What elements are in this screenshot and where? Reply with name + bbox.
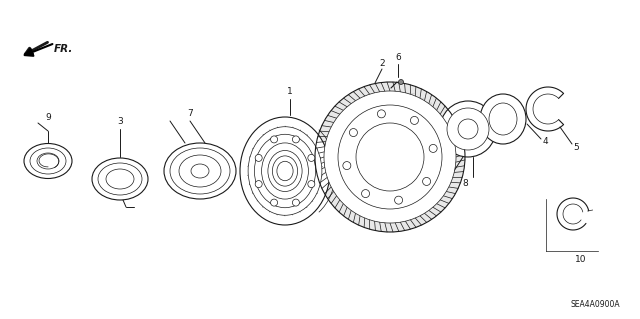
Circle shape [422, 177, 431, 185]
Circle shape [395, 196, 403, 204]
Circle shape [410, 116, 419, 124]
Ellipse shape [262, 143, 308, 199]
Text: 8: 8 [462, 180, 468, 189]
Circle shape [271, 136, 278, 143]
Ellipse shape [248, 127, 322, 215]
Ellipse shape [37, 153, 59, 169]
Circle shape [292, 199, 300, 206]
Circle shape [399, 79, 403, 85]
Text: 9: 9 [45, 113, 51, 122]
Circle shape [349, 129, 357, 137]
Ellipse shape [191, 164, 209, 178]
Text: 7: 7 [187, 109, 193, 118]
Circle shape [343, 162, 351, 170]
Circle shape [308, 181, 315, 188]
Circle shape [458, 119, 478, 139]
Ellipse shape [92, 158, 148, 200]
Ellipse shape [170, 148, 230, 194]
Ellipse shape [240, 117, 330, 225]
Text: 3: 3 [117, 117, 123, 127]
Ellipse shape [268, 151, 302, 191]
Text: 4: 4 [542, 137, 548, 145]
Ellipse shape [480, 94, 526, 144]
Ellipse shape [277, 161, 293, 181]
Ellipse shape [273, 156, 298, 186]
Circle shape [255, 154, 262, 161]
Circle shape [356, 123, 424, 191]
Text: 10: 10 [575, 255, 587, 263]
Text: FR.: FR. [54, 44, 74, 54]
Circle shape [271, 199, 278, 206]
Circle shape [324, 91, 456, 223]
Circle shape [447, 108, 489, 150]
Ellipse shape [255, 134, 316, 208]
Text: 5: 5 [573, 143, 579, 152]
Circle shape [378, 110, 385, 118]
Circle shape [255, 181, 262, 188]
Circle shape [362, 189, 369, 197]
Ellipse shape [30, 148, 66, 174]
Ellipse shape [24, 144, 72, 179]
Circle shape [338, 105, 442, 209]
Text: 2: 2 [379, 58, 385, 68]
Circle shape [429, 145, 437, 152]
Ellipse shape [324, 91, 456, 223]
Text: 1: 1 [287, 87, 293, 97]
Ellipse shape [489, 103, 517, 135]
Circle shape [292, 136, 300, 143]
Ellipse shape [98, 163, 142, 195]
Circle shape [308, 154, 315, 161]
Ellipse shape [106, 169, 134, 189]
Ellipse shape [315, 82, 465, 232]
Text: SEA4A0900A: SEA4A0900A [570, 300, 620, 309]
Text: 6: 6 [395, 53, 401, 62]
Circle shape [440, 101, 496, 157]
Ellipse shape [164, 143, 236, 199]
